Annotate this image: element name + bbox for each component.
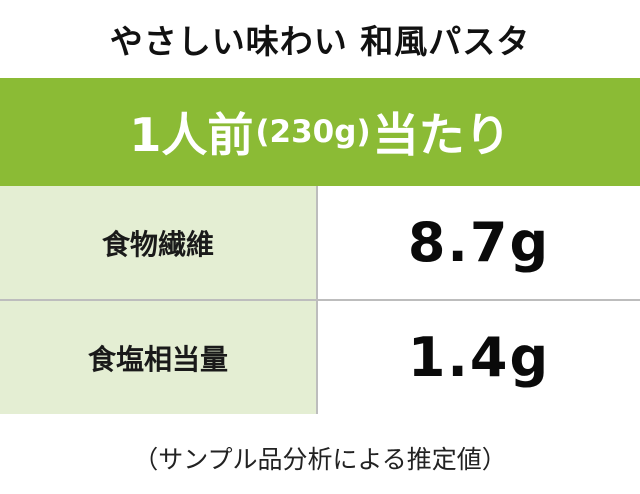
nutrient-label: 食塩相当量: [0, 301, 316, 414]
row-divider: [0, 299, 640, 301]
serving-lead: 1人前: [129, 108, 254, 162]
serving-tail: 当たり: [372, 108, 511, 162]
nutrient-value: 8.7g: [318, 186, 640, 299]
nutrient-label: 食物繊維: [0, 186, 316, 299]
table-row: 食物繊維 8.7g: [0, 186, 640, 299]
product-title: やさしい味わい 和風パスタ: [109, 22, 531, 61]
table-row: 食塩相当量 1.4g: [0, 301, 640, 414]
nutrition-table: 食物繊維 8.7g 食塩相当量 1.4g: [0, 186, 640, 414]
analysis-note: （サンプル品分析による推定値）: [133, 445, 507, 474]
serving-banner: 1人前 (230g) 当たり: [0, 78, 640, 186]
nutrient-value: 1.4g: [318, 301, 640, 414]
column-divider: [316, 186, 318, 414]
serving-size: (230g): [255, 114, 371, 150]
